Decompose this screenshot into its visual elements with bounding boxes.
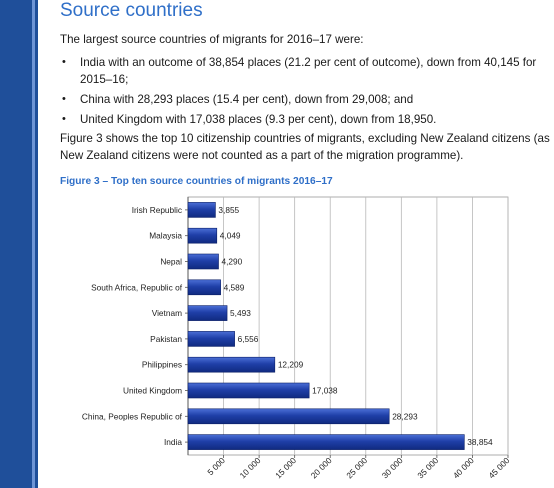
page-title: Source countries: [60, 0, 203, 21]
x-tick-label: 35 000: [415, 455, 440, 480]
category-label: Irish Republic: [132, 205, 182, 215]
bullet-icon: •: [62, 56, 66, 68]
data-label: 38,854: [467, 437, 493, 447]
data-label: 4,049: [220, 231, 241, 241]
x-tick-label: 25 000: [344, 455, 369, 480]
category-label: Pakistan: [150, 334, 182, 344]
data-label: 6,556: [238, 334, 259, 344]
description-paragraph: Figure 3 shows the top 10 citizenship co…: [60, 132, 550, 162]
data-label: 4,290: [222, 257, 243, 267]
category-label: Malaysia: [149, 231, 182, 241]
intro-text: The largest source countries of migrants…: [60, 33, 364, 46]
x-tick-label: 15 000: [273, 455, 298, 480]
data-label: 3,855: [218, 205, 239, 215]
bar: [187, 408, 390, 425]
bar: [187, 356, 276, 373]
category-label: South Africa, Republic of: [91, 282, 183, 292]
data-label: 12,209: [278, 360, 304, 370]
data-label: 28,293: [392, 411, 418, 421]
bar: [187, 202, 216, 218]
x-tick-label: 5 000: [205, 455, 227, 477]
bullet-icon: •: [62, 93, 66, 105]
bar: [187, 253, 219, 270]
list-item: • India with an outcome of 38,854 places …: [60, 54, 546, 88]
x-tick-label: 10 000: [238, 455, 263, 480]
data-label: 5,493: [230, 308, 251, 318]
x-tick-label: 45 000: [486, 455, 511, 480]
category-label: Nepal: [160, 257, 182, 267]
sidebar-stripe: [32, 0, 35, 488]
bar: [187, 279, 221, 296]
category-label: India: [164, 437, 182, 447]
bullet-list: • India with an outcome of 38,854 places …: [60, 54, 546, 131]
category-label: United Kingdom: [123, 386, 182, 396]
bar: [187, 382, 310, 399]
left-sidebar-band: [0, 0, 38, 488]
bullet-text: United Kingdom with 17,038 places (9.3 p…: [80, 113, 437, 126]
bar: [187, 434, 465, 450]
category-label: Vietnam: [152, 308, 182, 318]
x-tick-label: 20 000: [309, 455, 334, 480]
list-item: • United Kingdom with 17,038 places (9.3 …: [60, 111, 546, 128]
bar: [187, 305, 228, 321]
bullet-icon: •: [62, 113, 66, 125]
data-label: 17,038: [312, 386, 338, 396]
list-item: • China with 28,293 places (15.4 per cent…: [60, 91, 546, 108]
x-tick-label: 30 000: [380, 455, 405, 480]
data-label: 4,589: [224, 282, 245, 292]
bullet-text: China with 28,293 places (15.4 per cent)…: [80, 93, 414, 106]
x-tick-label: 40 000: [451, 455, 476, 480]
figure-title: Figure 3 – Top ten source countries of m…: [60, 176, 333, 187]
bar: [187, 227, 218, 244]
bar: [187, 331, 235, 347]
category-label: China, Peoples Republic of: [82, 411, 183, 421]
bullet-text: India with an outcome of 38,854 places (…: [80, 56, 537, 86]
category-label: Philippines: [142, 360, 182, 370]
